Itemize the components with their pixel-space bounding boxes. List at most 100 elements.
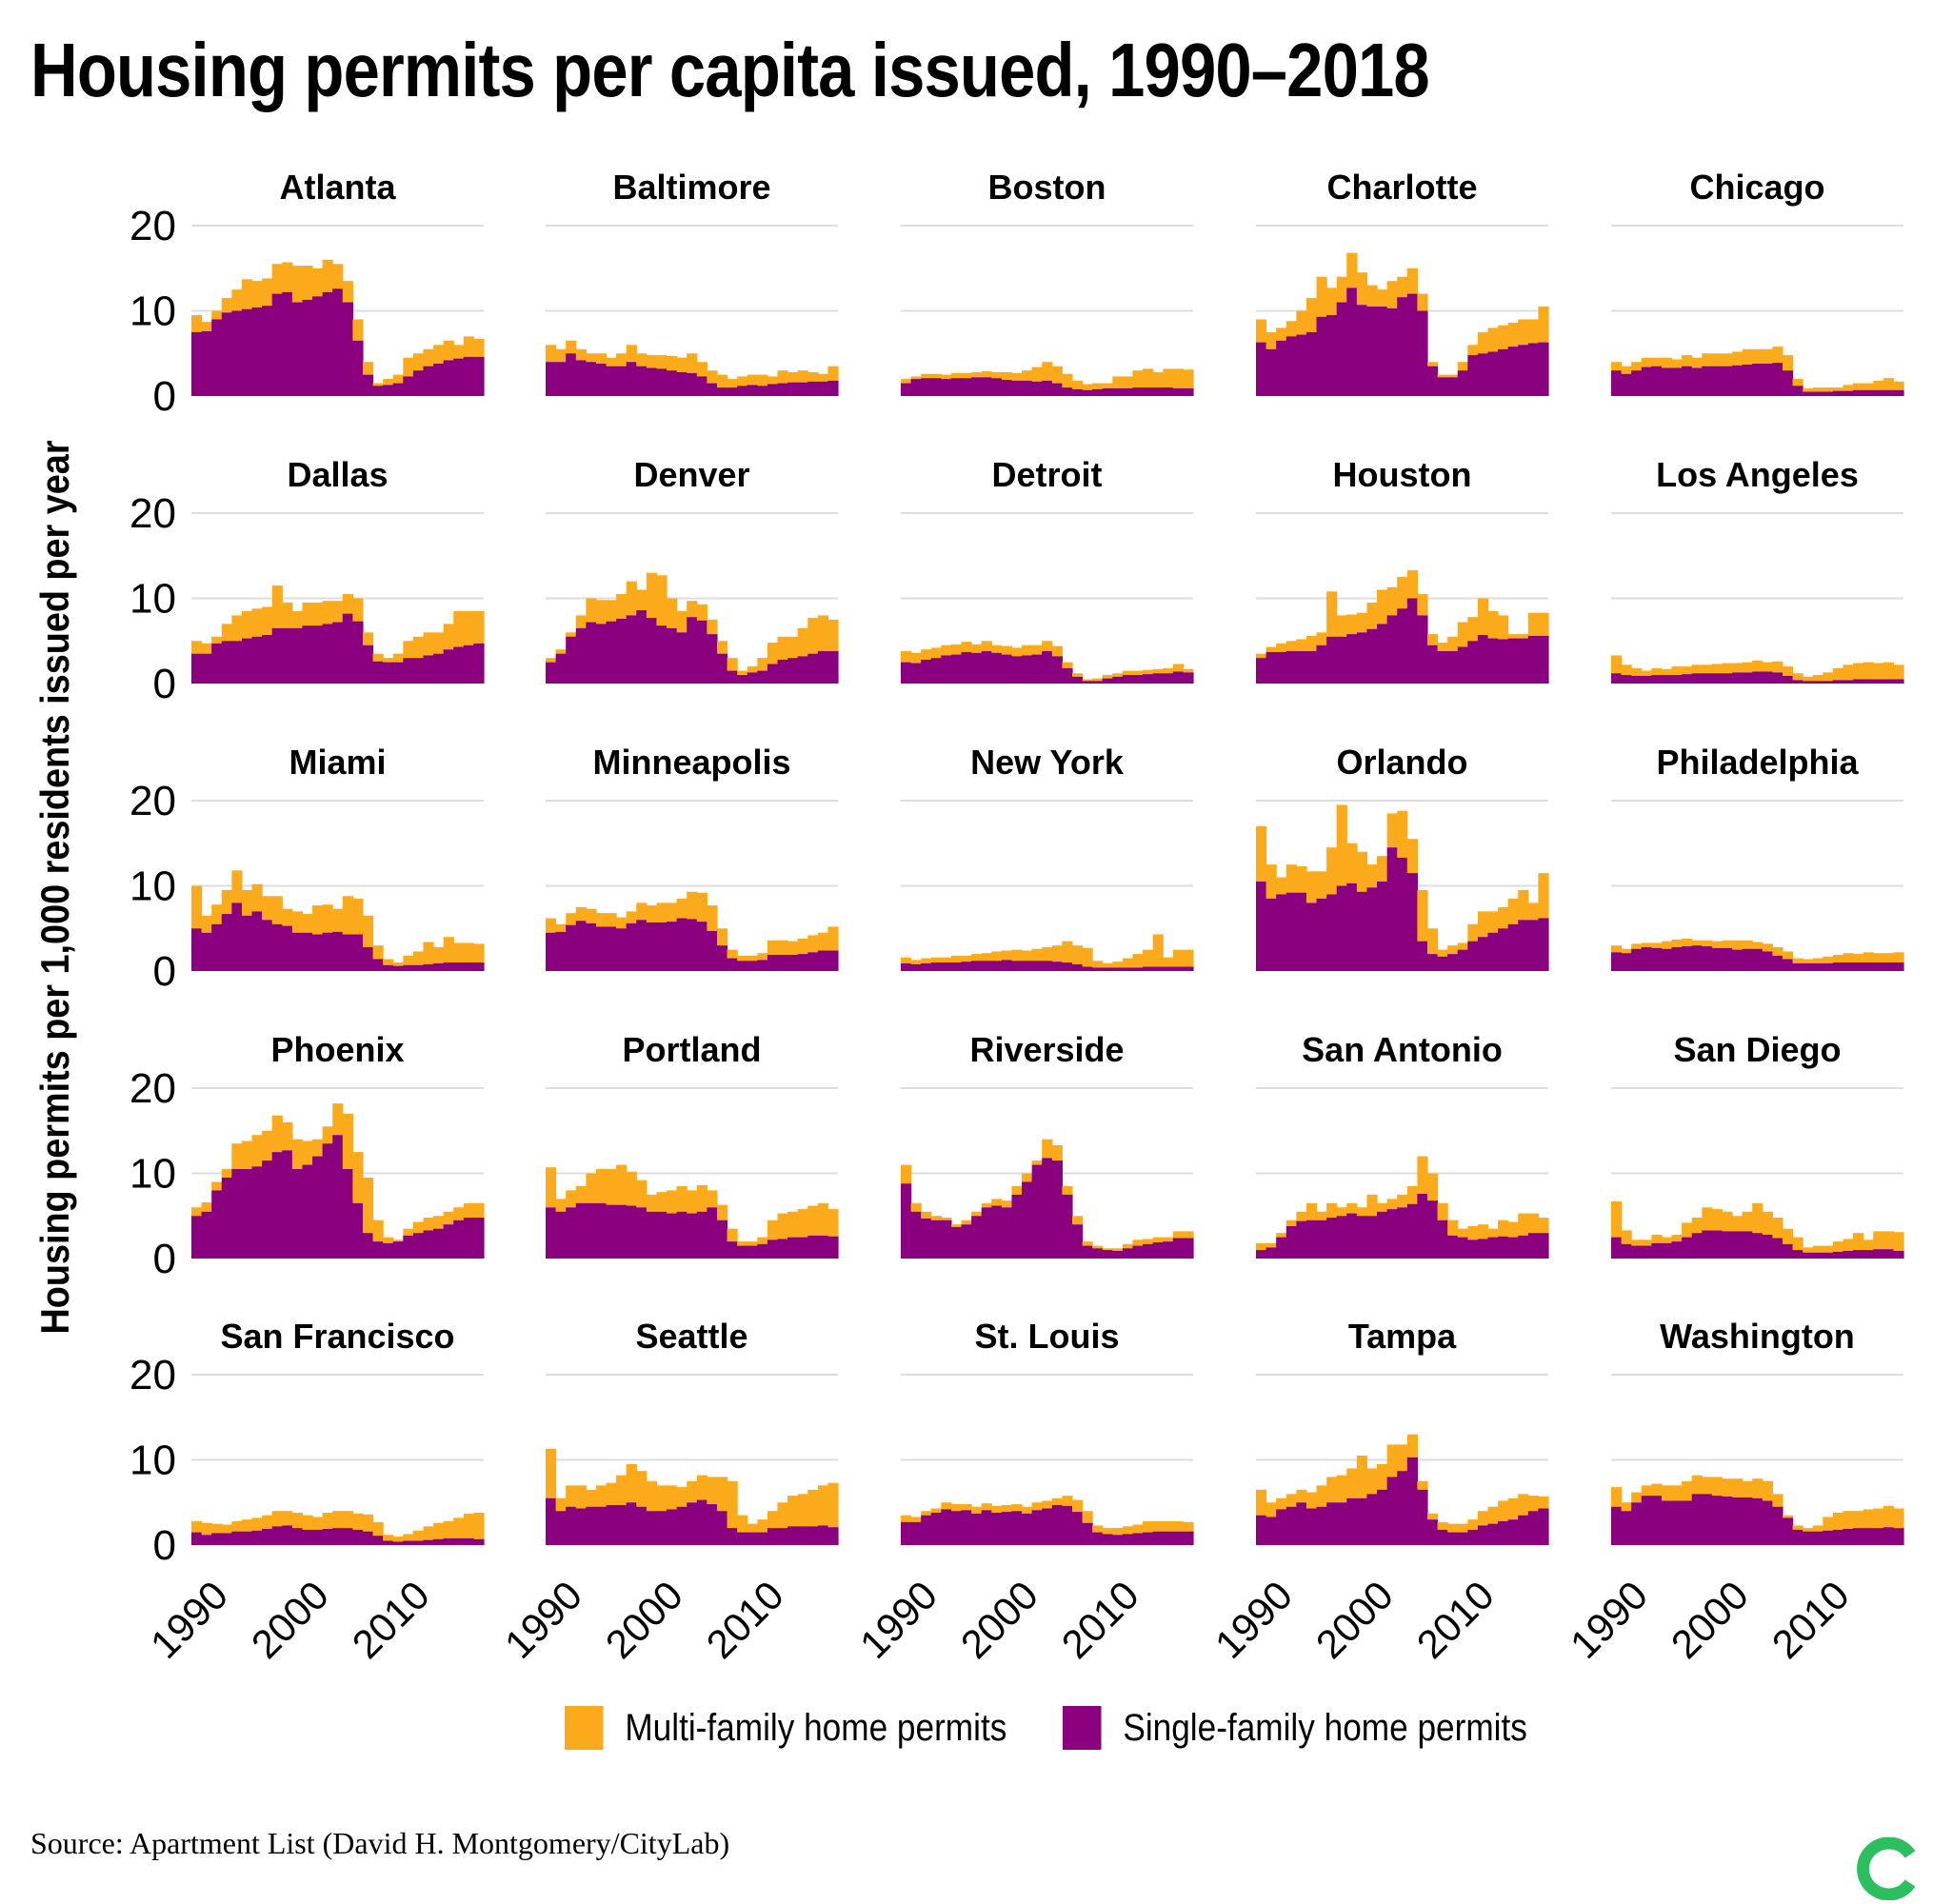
bar-single-family — [921, 659, 932, 684]
bar-multi-family — [1621, 948, 1632, 954]
bar-multi-family — [575, 615, 587, 628]
bar-multi-family — [1092, 1245, 1104, 1249]
bar-multi-family — [291, 1512, 304, 1529]
bar-multi-family — [1457, 1228, 1468, 1238]
bar-multi-family — [1386, 1444, 1398, 1478]
bar-single-family — [1782, 370, 1794, 396]
bar-multi-family — [787, 371, 799, 383]
bar-single-family — [1285, 1225, 1297, 1259]
bar-single-family — [1356, 891, 1368, 971]
bar-single-family — [1082, 966, 1093, 971]
bar-single-family — [1082, 1522, 1093, 1545]
bar-multi-family — [1346, 614, 1358, 635]
bar-single-family — [1406, 1203, 1418, 1259]
bar-single-family — [616, 618, 628, 684]
bar-single-family — [383, 662, 394, 684]
bar-single-family — [463, 1537, 475, 1545]
bar-multi-family — [1527, 1213, 1540, 1234]
bar-multi-family — [392, 653, 404, 663]
bar-single-family — [1671, 946, 1683, 971]
bar-multi-family — [433, 345, 445, 364]
bar-single-family — [767, 664, 779, 684]
bar-single-family — [1062, 387, 1073, 396]
bar-single-family — [707, 930, 718, 971]
bar-single-family — [676, 632, 688, 684]
bar-single-family — [606, 926, 617, 971]
bar-multi-family — [1611, 1201, 1623, 1238]
y-tick-label: 20 — [130, 490, 176, 537]
bar-multi-family — [1071, 380, 1084, 389]
bar-multi-family — [566, 1190, 577, 1208]
bar-multi-family — [312, 1517, 324, 1530]
bar-multi-family — [1873, 380, 1884, 390]
bar-multi-family — [575, 348, 587, 361]
bar-single-family — [981, 1207, 992, 1259]
bar-multi-family — [1477, 911, 1489, 938]
bar-multi-family — [1417, 889, 1428, 942]
bar-single-family — [1711, 366, 1724, 396]
bar-single-family — [1527, 920, 1540, 971]
bar-single-family — [1812, 962, 1823, 971]
bar-multi-family — [1132, 1524, 1144, 1534]
bar-multi-family — [1011, 949, 1023, 962]
bar-single-family — [807, 1526, 819, 1545]
bar-single-family — [372, 1241, 384, 1259]
bar-single-family — [555, 1211, 567, 1259]
bar-single-family — [191, 653, 203, 684]
bar-single-family — [767, 1528, 779, 1545]
bar-multi-family — [696, 362, 707, 377]
bar-multi-family — [1538, 1496, 1549, 1509]
bar-multi-family — [1893, 381, 1904, 390]
bar-multi-family — [1487, 1228, 1499, 1238]
bar-multi-family — [1377, 1202, 1388, 1212]
bar-multi-family — [1386, 1199, 1398, 1210]
bar-single-family — [1172, 671, 1185, 684]
bar-multi-family — [1326, 847, 1338, 895]
bar-single-family — [1276, 651, 1287, 684]
y-tick-label: 10 — [130, 576, 176, 623]
bar-multi-family — [777, 370, 788, 384]
bar-multi-family — [221, 1524, 232, 1534]
bar-single-family — [1742, 948, 1753, 971]
bar-single-family — [1893, 1250, 1904, 1259]
bar-single-family — [586, 1506, 597, 1545]
bar-single-family — [1163, 1241, 1174, 1259]
bar-single-family — [211, 1190, 223, 1259]
bar-single-family — [443, 1537, 454, 1545]
bar-single-family — [443, 360, 454, 396]
bar-multi-family — [817, 1202, 829, 1236]
bar-single-family — [1406, 873, 1418, 971]
bar-multi-family — [737, 1515, 748, 1533]
bar-single-family — [575, 1202, 587, 1259]
bar-single-family — [555, 931, 567, 971]
bar-single-family — [727, 387, 738, 396]
bar-multi-family — [1326, 1477, 1338, 1503]
bar-single-family — [1863, 962, 1874, 971]
bar-multi-family — [787, 941, 799, 955]
bar-multi-family — [981, 371, 992, 378]
bar-multi-family — [322, 904, 333, 933]
bar-single-family — [231, 1169, 243, 1259]
bar-single-family — [1011, 1511, 1023, 1545]
bar-single-family — [453, 962, 465, 971]
bar-single-family — [757, 670, 768, 684]
bar-multi-family — [1426, 634, 1439, 645]
bar-multi-family — [616, 1164, 628, 1205]
bar-multi-family — [1812, 1525, 1823, 1532]
bar-multi-family — [1843, 664, 1854, 681]
bar-single-family — [626, 362, 637, 396]
bar-single-family — [1538, 1233, 1549, 1259]
bar-single-family — [586, 622, 597, 684]
bar-single-family — [546, 1497, 557, 1545]
bar-multi-family — [463, 1513, 475, 1538]
bar-single-family — [1346, 288, 1358, 396]
bar-single-family — [817, 1525, 829, 1545]
bar-single-family — [950, 1226, 963, 1259]
y-tick-label: 0 — [153, 1522, 176, 1569]
panel-title: Orlando — [1336, 743, 1467, 782]
bar-single-family — [1782, 1243, 1794, 1259]
bar-single-family — [991, 961, 1003, 971]
bar-single-family — [636, 1207, 648, 1259]
bar-multi-family — [827, 1482, 839, 1528]
bar-multi-family — [1853, 663, 1864, 680]
